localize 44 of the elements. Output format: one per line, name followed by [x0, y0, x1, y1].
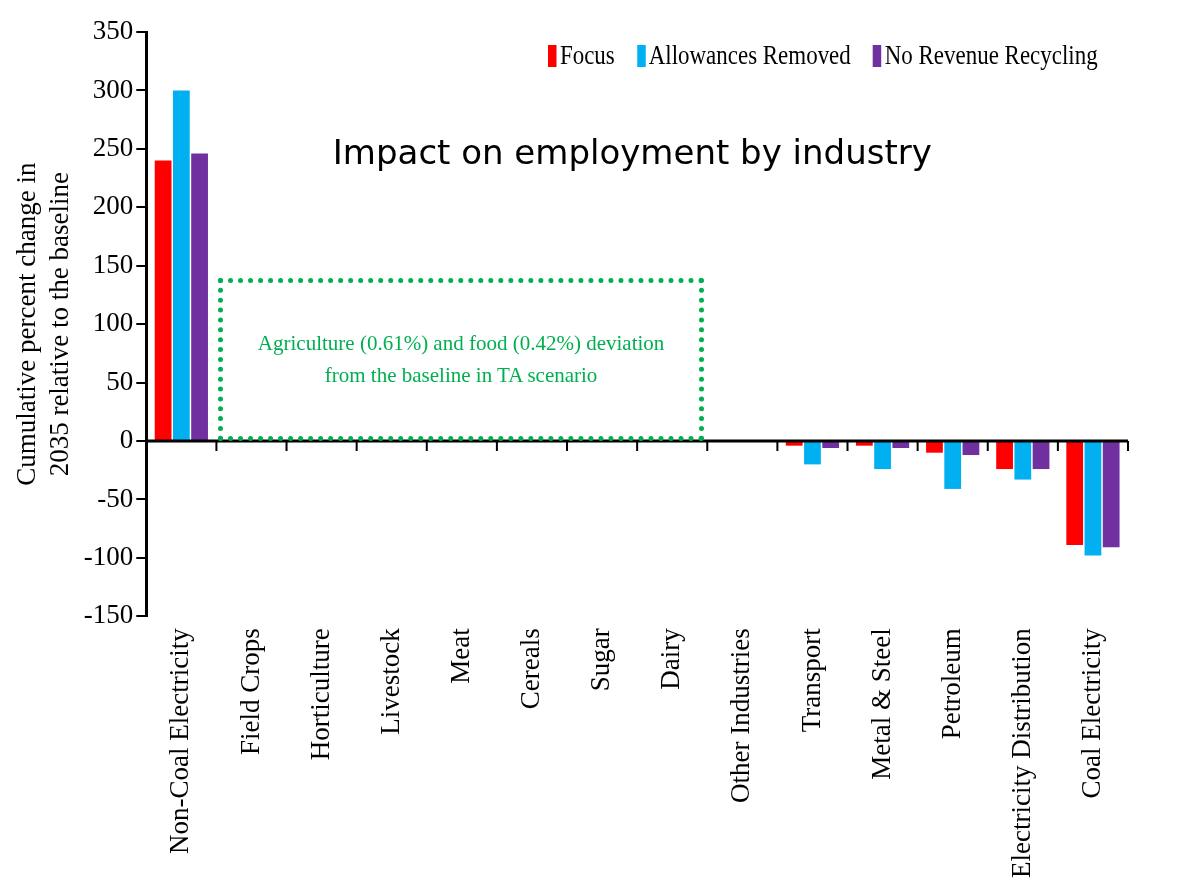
x-tick-label: Other Industries: [725, 628, 756, 804]
x-tick-label: Field Crops: [234, 628, 265, 756]
y-tick-label: 250: [92, 131, 134, 162]
y-tick-label: -150: [83, 599, 134, 630]
bar: [944, 442, 962, 489]
bar: [154, 160, 172, 441]
bar: [1066, 442, 1084, 546]
bar: [172, 90, 190, 441]
bar: [996, 442, 1013, 470]
bar: [1032, 442, 1050, 470]
y-tick-label: 0: [119, 424, 134, 455]
y-tick-label: 350: [92, 15, 134, 46]
x-tick-label: Meat: [444, 627, 475, 684]
x-tick-label: Transport: [795, 627, 826, 733]
annotation: Agriculture (0.61%) and food (0.42%) deviation from the baseline in TA scenario: [218, 278, 704, 441]
y-tick-label: 200: [92, 190, 134, 221]
x-tick-label: Horticulture: [304, 628, 335, 761]
bar: [1102, 442, 1120, 548]
y-axis-title: Cumulative percent change in 2035 relative to the baseline: [11, 162, 74, 486]
x-tick-label: Petroleum: [935, 628, 966, 740]
x-tick-label: Cereals: [515, 628, 546, 710]
bar: [926, 442, 943, 453]
y-tick-label: -50: [97, 482, 134, 513]
x-tick-label: Coal Electricity: [1076, 627, 1107, 799]
y-tick-label: 100: [92, 307, 134, 338]
text: Impact on employment by industry: [332, 132, 932, 172]
x-tick-label: Non-Coal Electricity: [164, 627, 195, 854]
legend-label: Allowances Removed: [649, 40, 852, 71]
bar: [191, 153, 208, 441]
x-tick-label: Sugar: [585, 628, 616, 692]
y-tick-label: -100: [83, 540, 134, 571]
bar: [874, 442, 891, 470]
y-tick-label: 150: [92, 248, 134, 279]
legend-label: Focus: [560, 40, 616, 71]
bar: [1014, 442, 1032, 480]
y-tick-label: 50: [106, 365, 134, 396]
bar: [804, 442, 821, 465]
legend-label: No Revenue Recycling: [885, 40, 1098, 71]
x-tick-label: Electricity Distribution: [1005, 627, 1036, 879]
x-tick-label: Livestock: [374, 627, 405, 735]
bar: [1084, 442, 1102, 556]
y-tick-label: 300: [92, 73, 134, 104]
x-tick-label: Dairy: [655, 627, 686, 690]
x-tick-label: Metal & Steel: [865, 628, 896, 780]
